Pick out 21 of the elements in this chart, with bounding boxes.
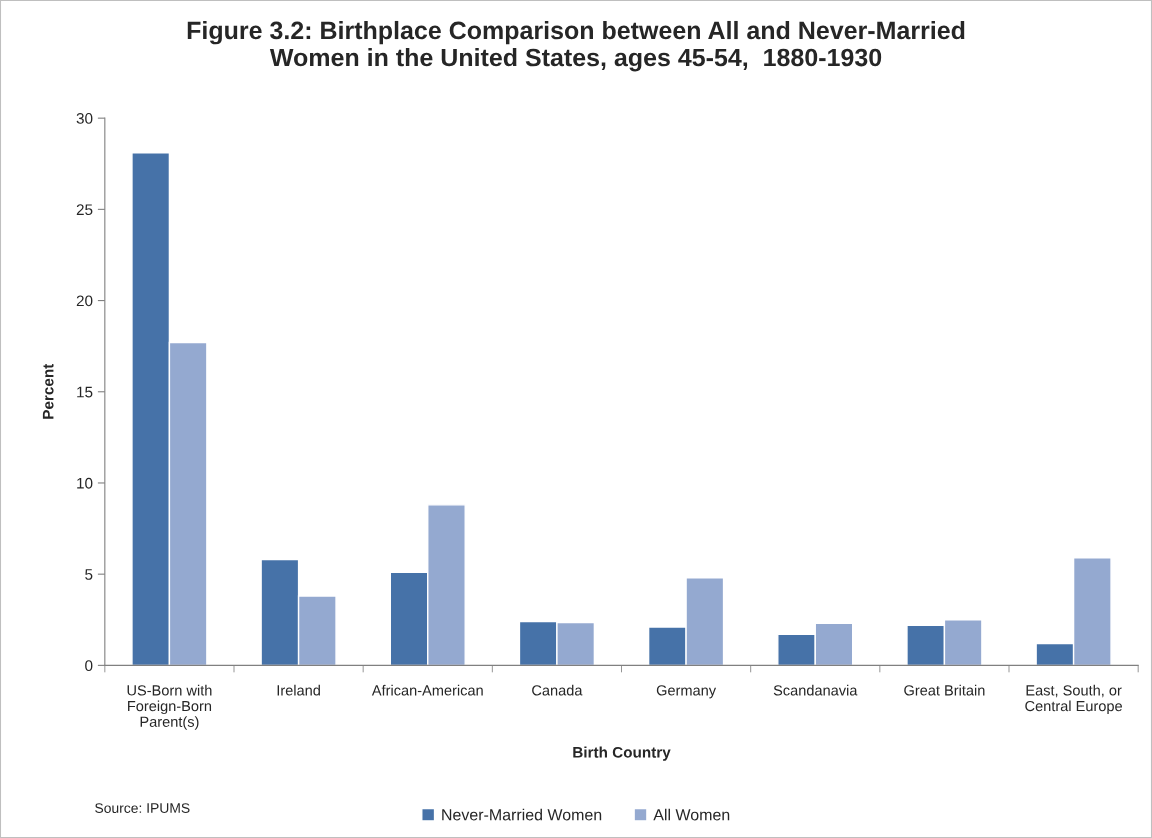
y-tick-label: 0 xyxy=(85,660,93,672)
x-tick-label: Ireland xyxy=(277,684,320,696)
source-note: Source: IPUMS xyxy=(95,803,190,813)
y-axis-title: Percent xyxy=(42,363,54,419)
x-axis-title: Birth Country xyxy=(573,746,671,761)
y-tick-label: 30 xyxy=(76,113,93,124)
x-tick-label: Great Britain xyxy=(904,684,985,696)
x-tick-label: East, South, or Central Europe xyxy=(1025,684,1122,715)
legend-label: Never-Married Women xyxy=(442,808,602,821)
x-tick-label: Germany xyxy=(656,685,717,699)
x-tick-label: African-American xyxy=(371,684,483,696)
y-tick-label: 15 xyxy=(77,386,93,398)
legend-label: All Women xyxy=(653,808,730,821)
y-tick-label: 20 xyxy=(76,295,93,307)
chart-title: Figure 3.2: Birthplace Comparison between All and Never-Married Women in the United States, ages 45-54, 1880-1930 xyxy=(187,20,965,72)
x-tick-label: US-Born with Foreign-Born Parent(s) xyxy=(127,684,212,730)
x-tick-label: Scandanavia xyxy=(773,684,858,696)
y-tick-label: 5 xyxy=(85,569,93,580)
y-tick-label: 10 xyxy=(77,477,93,489)
x-tick-label: Canada xyxy=(532,684,583,696)
y-tick-label: 25 xyxy=(76,204,93,216)
